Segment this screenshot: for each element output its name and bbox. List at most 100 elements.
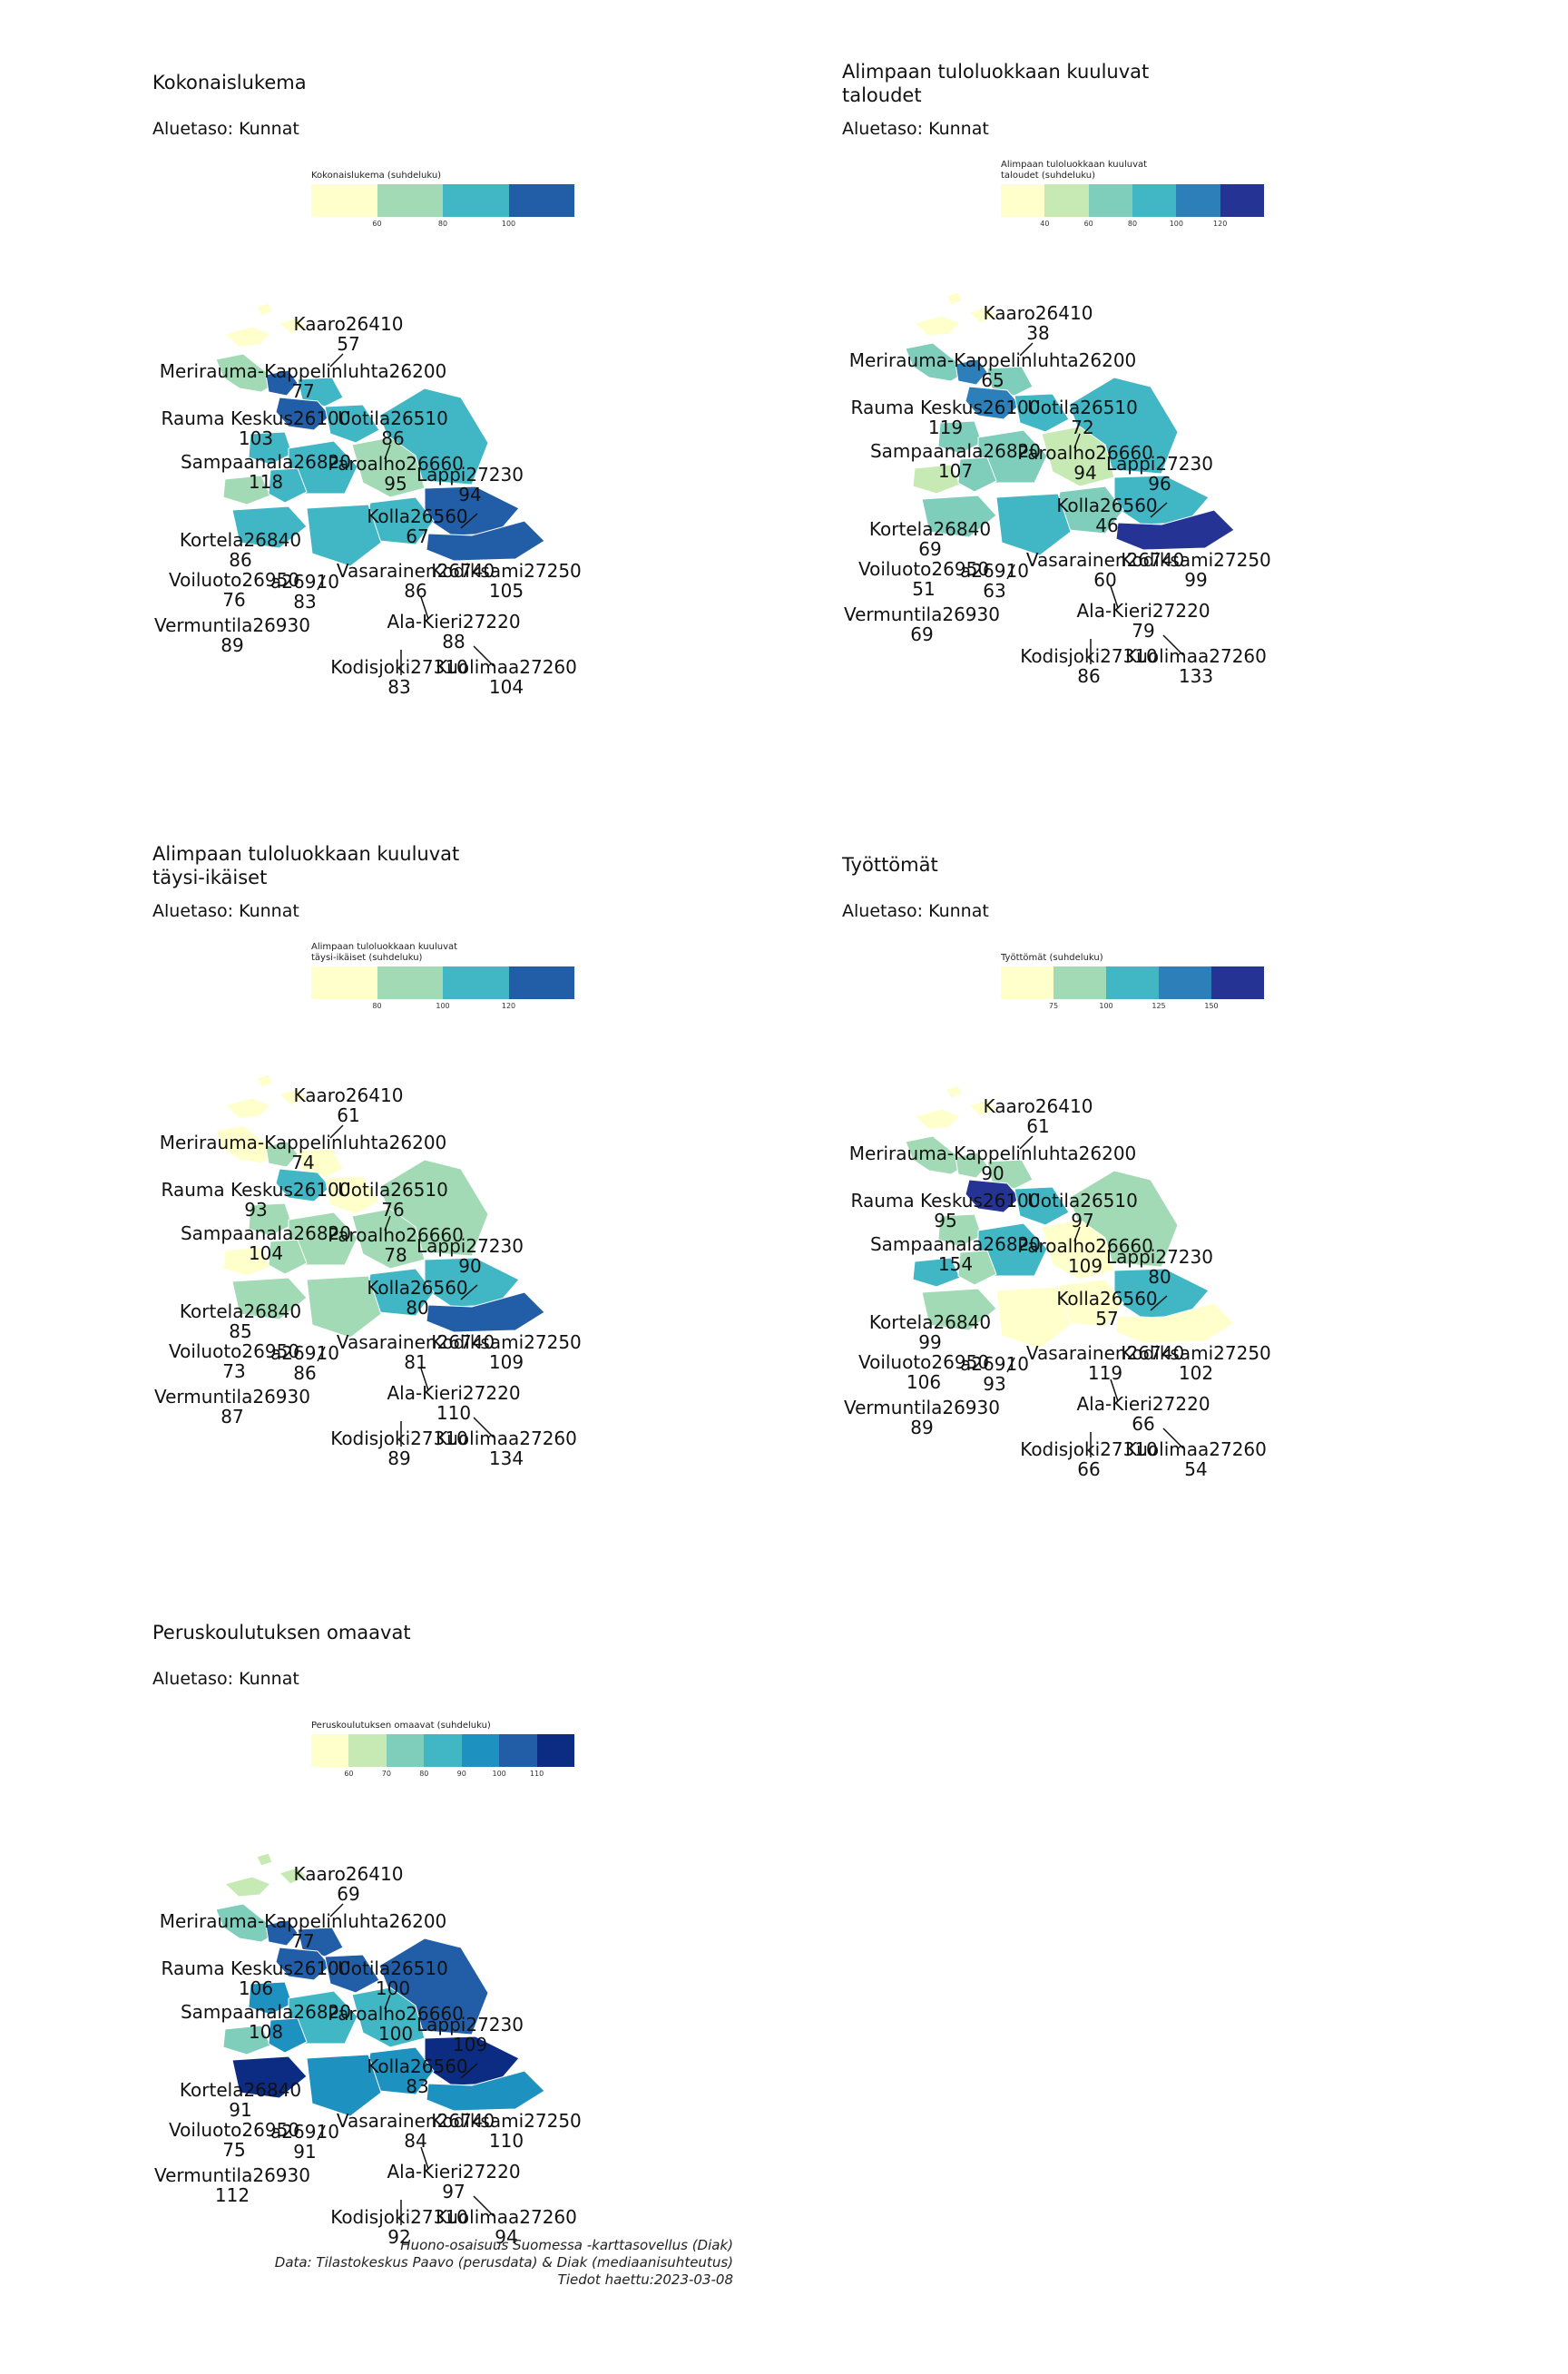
region-value-label: 61 xyxy=(1026,1115,1049,1137)
region-kuolimaa27260[interactable] xyxy=(1115,1302,1235,1344)
region-voiluoto26950[interactable] xyxy=(222,2025,271,2055)
legend-tick-label: 60 xyxy=(372,220,382,228)
region-kuolimaa27260[interactable] xyxy=(1115,509,1235,551)
region-value-label: 57 xyxy=(1095,1308,1118,1329)
label-leader-line xyxy=(473,1417,495,1438)
region-kortela26840[interactable] xyxy=(937,420,983,455)
region-a26910[interactable] xyxy=(268,467,308,504)
region-value-label: 106 xyxy=(239,1977,273,1999)
region-name-label: Rauma Keskus26100 xyxy=(850,1190,1040,1212)
region-value-label: 94 xyxy=(495,2226,517,2248)
region-voiluoto26950[interactable] xyxy=(912,464,961,495)
region-vermuntila26930[interactable] xyxy=(231,2055,308,2099)
region-kodisjoki27310[interactable] xyxy=(306,504,382,567)
region-uotila26510[interactable] xyxy=(297,1927,344,1957)
region-kaaro26410[interactable] xyxy=(223,1852,308,1898)
region-value-label: 106 xyxy=(906,1371,941,1393)
region-value-label: 72 xyxy=(1071,417,1093,438)
region-name-label: Merirauma-Kappelinluhta26200 xyxy=(160,360,447,382)
color-legend: Alimpaan tuloluokkaan kuuluvat taloudet … xyxy=(1001,160,1264,230)
region-value-label: 60 xyxy=(1093,569,1116,591)
color-legend: Alimpaan tuloluokkaan kuuluvat täysi-ikä… xyxy=(311,942,574,1012)
region-kaaro26410[interactable] xyxy=(223,1074,308,1119)
region-kodisjoki27310[interactable] xyxy=(306,1275,382,1339)
region-uotila26510[interactable] xyxy=(986,1159,1034,1190)
region-sampaanala26820[interactable] xyxy=(275,1947,331,1981)
region-a26910[interactable] xyxy=(268,1239,308,1275)
legend-tick-label: 70 xyxy=(381,1770,391,1778)
region-kortela26840[interactable] xyxy=(248,1202,293,1237)
region-voiluoto26950[interactable] xyxy=(222,475,271,505)
region-value-label: 154 xyxy=(938,1253,973,1275)
region-voiluoto26950[interactable] xyxy=(912,1257,961,1288)
label-leader-line xyxy=(1073,433,1081,449)
region-rauma-keskus26100[interactable] xyxy=(265,369,299,397)
panel-title: Työttömät xyxy=(842,854,938,876)
legend-swatch xyxy=(1001,966,1054,999)
region-kuolimaa27260[interactable] xyxy=(426,520,545,562)
region-value-label: 100 xyxy=(378,2023,413,2045)
region-kortela26840[interactable] xyxy=(937,1213,983,1248)
region-rauma-keskus26100[interactable] xyxy=(955,358,988,386)
region-value-label: 90 xyxy=(981,1162,1004,1184)
region-sampaanala26820[interactable] xyxy=(965,386,1021,420)
region-paroalho26660[interactable] xyxy=(324,1175,380,1215)
region-sampaanala26820[interactable] xyxy=(965,1179,1021,1213)
region-sampaanala26820[interactable] xyxy=(275,397,331,431)
region-value-label: 76 xyxy=(381,1199,404,1221)
region-name-label: Kortela26840 xyxy=(180,1300,301,1322)
region-rauma-keskus26100[interactable] xyxy=(955,1152,988,1179)
region-name-label: Merirauma-Kappelinluhta26200 xyxy=(849,349,1137,371)
legend-swatch xyxy=(386,1734,425,1767)
region-name-label: a26910 xyxy=(960,560,1029,582)
region-name-label: Kortela26840 xyxy=(869,1311,991,1333)
label-leader-line xyxy=(1110,1378,1119,1402)
region-vermuntila26930[interactable] xyxy=(921,1288,997,1331)
region-value-label: 84 xyxy=(404,2130,426,2152)
label-leader-line xyxy=(1006,564,1015,580)
region-a26910[interactable] xyxy=(268,2017,308,2054)
region-rauma-keskus26100[interactable] xyxy=(265,1919,299,1947)
legend-color-bar xyxy=(311,184,574,217)
region-voiluoto26950[interactable] xyxy=(222,1246,271,1277)
map-panel-kokonaislukema: Kokonaislukema Aluetaso: Kunnat Kokonaislu… xyxy=(152,71,842,824)
region-kaaro26410[interactable] xyxy=(223,302,308,348)
region-kuolimaa27260[interactable] xyxy=(426,1291,545,1333)
legend-swatch xyxy=(348,1734,387,1767)
region-name-label: Lappi27230 xyxy=(416,1235,524,1257)
region-value-label: 94 xyxy=(1073,462,1096,484)
region-kodisjoki27310[interactable] xyxy=(995,493,1072,556)
region-sampaanala26820[interactable] xyxy=(275,1168,331,1202)
region-vermuntila26930[interactable] xyxy=(231,1277,308,1320)
region-vermuntila26930[interactable] xyxy=(231,505,308,549)
region-paroalho26660[interactable] xyxy=(324,404,380,444)
region-paroalho26660[interactable] xyxy=(1014,1186,1070,1226)
label-leader-line xyxy=(1110,585,1119,609)
region-a26910[interactable] xyxy=(957,1250,997,1286)
legend-title: Alimpaan tuloluokkaan kuuluvat taloudet … xyxy=(1001,160,1148,181)
region-value-label: 97 xyxy=(1071,1210,1093,1231)
region-paroalho26660[interactable] xyxy=(1014,393,1070,433)
region-value-label: 108 xyxy=(249,2021,283,2043)
region-kaaro26410[interactable] xyxy=(913,291,997,337)
region-kodisjoki27310[interactable] xyxy=(995,1286,1072,1349)
legend-title: Kokonaislukema (suhdeluku) xyxy=(311,171,442,181)
region-kaaro26410[interactable] xyxy=(913,1084,997,1130)
region-kortela26840[interactable] xyxy=(248,1981,293,2016)
region-value-label: 134 xyxy=(489,1447,524,1469)
region-uotila26510[interactable] xyxy=(986,366,1034,397)
region-uotila26510[interactable] xyxy=(297,1148,344,1179)
label-leader-line xyxy=(1019,342,1034,357)
region-name-label: Sampaanala26820 xyxy=(870,440,1041,462)
region-a26910[interactable] xyxy=(957,456,997,493)
label-leader-line xyxy=(384,444,391,460)
region-kortela26840[interactable] xyxy=(248,431,293,466)
region-name-label: Voiluoto26950 xyxy=(169,2119,299,2141)
region-uotila26510[interactable] xyxy=(297,377,344,407)
region-kuolimaa27260[interactable] xyxy=(426,2070,545,2112)
region-value-label: 133 xyxy=(1179,665,1213,687)
region-paroalho26660[interactable] xyxy=(324,1954,380,1994)
region-rauma-keskus26100[interactable] xyxy=(265,1141,299,1168)
region-kodisjoki27310[interactable] xyxy=(306,2054,382,2117)
region-vermuntila26930[interactable] xyxy=(921,495,997,538)
